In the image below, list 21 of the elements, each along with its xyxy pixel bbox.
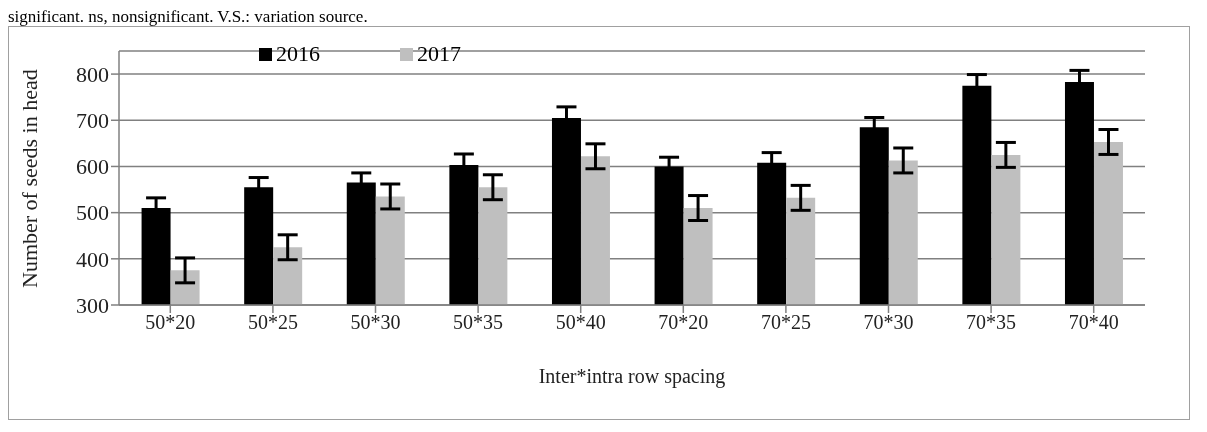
- x-tick-label: 50*25: [247, 311, 298, 334]
- x-tick-label: 70*35: [966, 311, 1017, 334]
- x-tick-label: 50*40: [555, 311, 606, 334]
- x-tick-label: 70*30: [863, 311, 914, 334]
- y-tick-label: 600: [76, 154, 109, 180]
- legend-label: 2016: [276, 41, 320, 67]
- x-axis-title: Inter*intra row spacing: [538, 365, 726, 388]
- y-tick-label: 500: [76, 200, 109, 226]
- x-tick-label: 50*20: [145, 311, 196, 334]
- y-axis-title: Number of seeds in head: [16, 69, 42, 288]
- legend-label: 2017: [417, 41, 461, 67]
- x-tick-label: 50*35: [453, 311, 504, 334]
- x-tick-label: 70*40: [1068, 311, 1119, 334]
- x-tick-label: 50*30: [350, 311, 401, 334]
- x-tick-label: 70*20: [658, 311, 709, 334]
- y-tick-label: 400: [76, 246, 109, 272]
- y-tick-label: 800: [76, 61, 109, 87]
- y-tick-label: 300: [76, 292, 109, 318]
- x-tick-label: 70*25: [760, 311, 811, 334]
- text: significant. ns, nonsignificant. V.S.: variation source.: [8, 7, 368, 26]
- y-tick-label: 700: [76, 108, 109, 134]
